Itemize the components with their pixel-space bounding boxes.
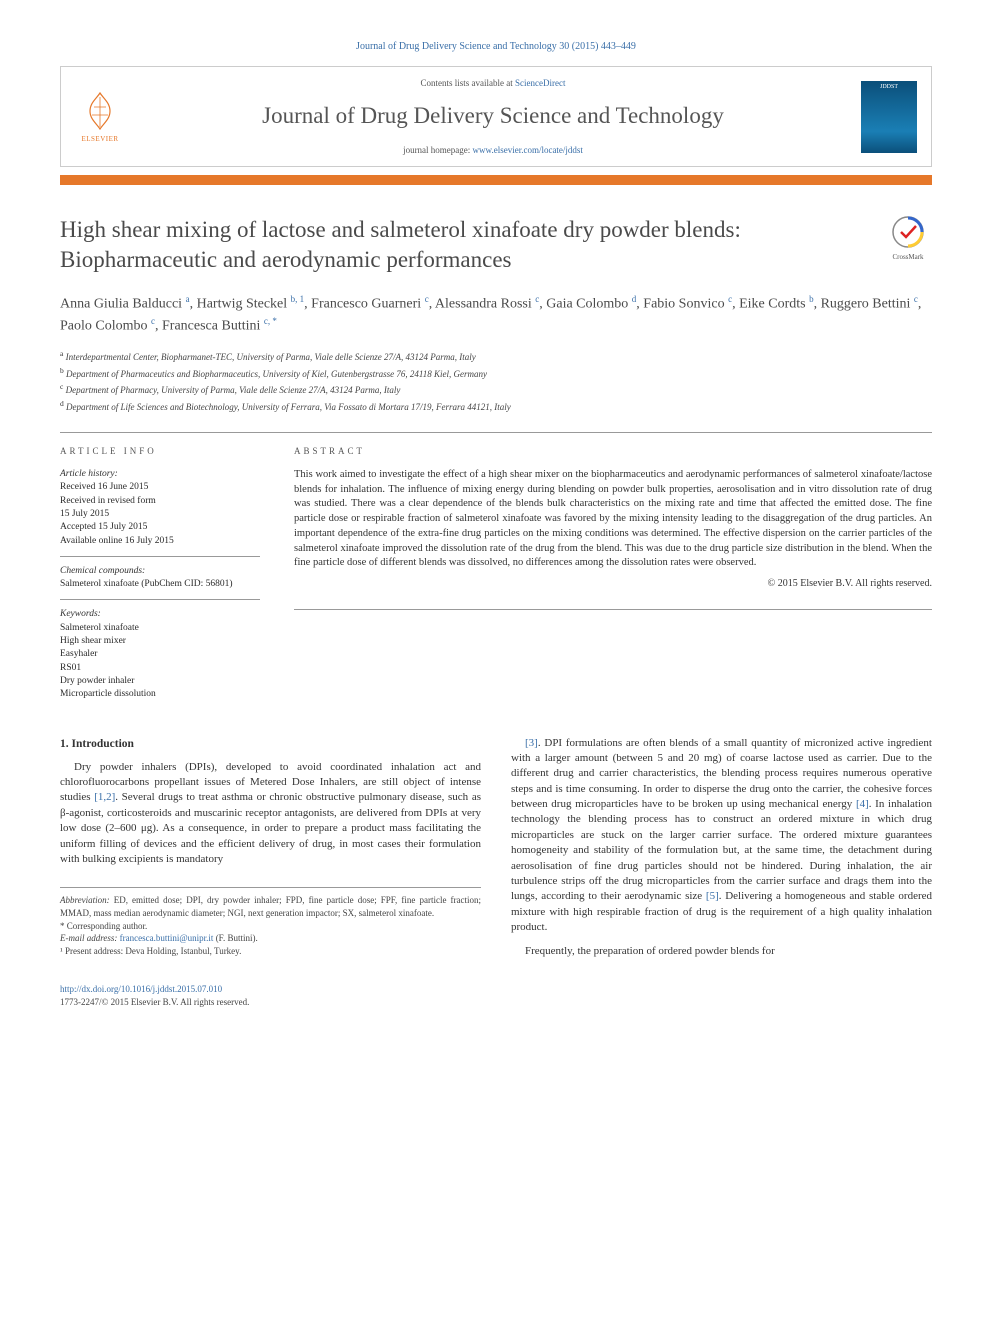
ref-link[interactable]: [5] [706, 890, 719, 902]
affiliation: b Department of Pharmaceutics and Biopha… [60, 365, 932, 382]
homepage-link[interactable]: www.elsevier.com/locate/jddst [473, 145, 583, 155]
doi-link[interactable]: http://dx.doi.org/10.1016/j.jddst.2015.0… [60, 984, 222, 994]
history-line: 15 July 2015 [60, 508, 260, 521]
email-label: E-mail address: [60, 933, 120, 943]
intro-heading: 1. Introduction [60, 736, 481, 752]
author-list: Anna Giulia Balducci a, Hartwig Steckel … [60, 293, 932, 336]
crossmark-icon [891, 215, 925, 249]
affiliation: a Interdepartmental Center, Biopharmanet… [60, 348, 932, 365]
email-link[interactable]: francesca.buttini@unipr.it [120, 933, 214, 943]
abbrev-label: Abbreviation: [60, 895, 110, 905]
abstract-text: This work aimed to investigate the effec… [294, 468, 932, 571]
article-info-column: ARTICLE INFO Article history: Received 1… [60, 445, 260, 701]
body-col-right: [3]. DPI formulations are often blends o… [511, 736, 932, 967]
affiliations: a Interdepartmental Center, Biopharmanet… [60, 348, 932, 414]
journal-cover-thumb: JDDST [861, 81, 917, 153]
history-line: Available online 16 July 2015 [60, 535, 260, 548]
crossmark-badge[interactable]: CrossMark [884, 215, 932, 263]
header-center: Contents lists available at ScienceDirec… [139, 77, 847, 156]
elsevier-tree-icon [78, 89, 122, 133]
corresponding-note: * Corresponding author. [60, 920, 481, 933]
intro-para-2: [3]. DPI formulations are often blends o… [511, 736, 932, 936]
keyword: Salmeterol xinafoate [60, 622, 260, 635]
elsevier-word: ELSEVIER [81, 135, 118, 145]
text: . Several drugs to treat asthma or chron… [60, 791, 481, 865]
intro-para-1: Dry powder inhalers (DPIs), developed to… [60, 760, 481, 868]
keyword: RS01 [60, 662, 260, 675]
elsevier-logo: ELSEVIER [75, 87, 125, 147]
chem-block: Chemical compounds: Salmeterol xinafoate… [60, 565, 260, 601]
separator [60, 432, 932, 433]
body-columns: 1. Introduction Dry powder inhalers (DPI… [60, 736, 932, 967]
abbrev-text: ED, emitted dose; DPI, dry powder inhale… [60, 895, 481, 918]
issn-copyright: 1773-2247/© 2015 Elsevier B.V. All right… [60, 997, 249, 1007]
history-line: Received in revised form [60, 495, 260, 508]
abstract-heading: ABSTRACT [294, 445, 932, 458]
keyword: High shear mixer [60, 635, 260, 648]
keywords-block: Keywords: Salmeterol xinafoateHigh shear… [60, 608, 260, 701]
abstract-copyright: © 2015 Elsevier B.V. All rights reserved… [294, 577, 932, 591]
keywords-title: Keywords: [60, 608, 260, 621]
homepage-line: journal homepage: www.elsevier.com/locat… [139, 144, 847, 157]
journal-title: Journal of Drug Delivery Science and Tec… [139, 100, 847, 132]
article-title: High shear mixing of lactose and salmete… [60, 215, 864, 275]
homepage-prefix: journal homepage: [403, 145, 472, 155]
present-address-note: ¹ Present address: Deva Holding, Istanbu… [60, 945, 481, 958]
ref-link[interactable]: [3] [525, 737, 538, 749]
email-suffix: (F. Buttini). [213, 933, 257, 943]
body-col-left: 1. Introduction Dry powder inhalers (DPI… [60, 736, 481, 967]
abstract-separator [294, 609, 932, 610]
article-info-heading: ARTICLE INFO [60, 445, 260, 458]
bottom-block: http://dx.doi.org/10.1016/j.jddst.2015.0… [60, 983, 932, 1008]
ref-link[interactable]: [1,2] [94, 791, 115, 803]
footnote-block: Abbreviation: ED, emitted dose; DPI, dry… [60, 887, 481, 957]
sciencedirect-link[interactable]: ScienceDirect [515, 78, 565, 88]
ref-link[interactable]: [4] [856, 798, 869, 810]
contents-prefix: Contents lists available at [421, 78, 515, 88]
history-title: Article history: [60, 468, 260, 481]
affiliation: c Department of Pharmacy, University of … [60, 381, 932, 398]
history-line: Accepted 15 July 2015 [60, 521, 260, 534]
keyword: Microparticle dissolution [60, 688, 260, 701]
chem-compound: Salmeterol xinafoate (PubChem CID: 56801… [60, 578, 260, 591]
history-line: Received 16 June 2015 [60, 481, 260, 494]
history-block: Article history: Received 16 June 2015Re… [60, 468, 260, 557]
affiliation: d Department of Life Sciences and Biotec… [60, 398, 932, 415]
keyword: Easyhaler [60, 648, 260, 661]
abstract-column: ABSTRACT This work aimed to investigate … [294, 445, 932, 701]
intro-para-3: Frequently, the preparation of ordered p… [511, 944, 932, 959]
chem-title: Chemical compounds: [60, 565, 260, 578]
journal-header: ELSEVIER Contents lists available at Sci… [60, 66, 932, 167]
accent-bar [60, 175, 932, 185]
text: . In inhalation technology the blending … [511, 798, 932, 902]
keyword: Dry powder inhaler [60, 675, 260, 688]
crossmark-label: CrossMark [884, 253, 932, 263]
contents-line: Contents lists available at ScienceDirec… [139, 77, 847, 90]
top-citation: Journal of Drug Delivery Science and Tec… [60, 40, 932, 54]
